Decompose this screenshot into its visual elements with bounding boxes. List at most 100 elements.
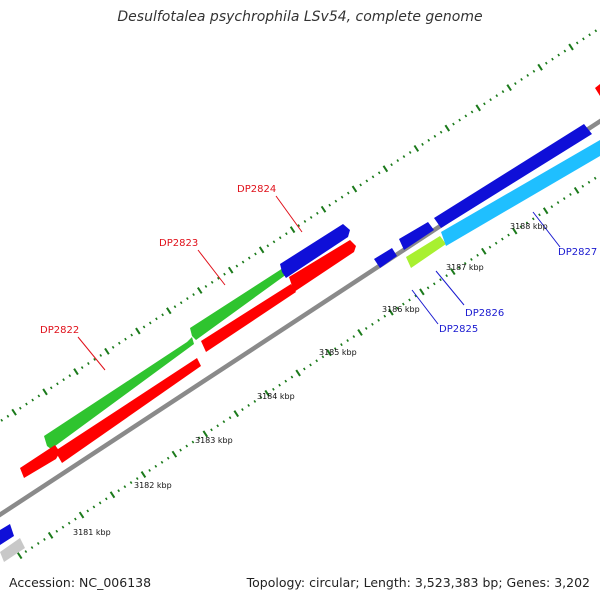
- gene-blue-edge[interactable]: [0, 524, 14, 545]
- inner-tick: [148, 468, 151, 472]
- outer-tick: [166, 307, 172, 315]
- gene-grey-edge[interactable]: [0, 538, 25, 562]
- inner-tick: [278, 383, 281, 387]
- outer-tick: [377, 171, 381, 175]
- inner-tick: [272, 387, 275, 391]
- leader-dp2822: [77, 336, 106, 371]
- inner-tick: [197, 436, 201, 440]
- gene-dp2824[interactable]: [280, 224, 350, 278]
- inner-tick: [395, 306, 399, 310]
- inner-tick: [470, 257, 473, 261]
- inner-tick: [135, 477, 139, 480]
- outer-tick: [316, 211, 319, 215]
- outer-tick: [501, 90, 505, 94]
- gene-red-4[interactable]: [289, 240, 356, 292]
- inner-tick: [408, 298, 411, 302]
- inner-tick: [511, 227, 518, 235]
- outer-tick: [130, 333, 134, 337]
- inner-tick: [593, 176, 597, 180]
- inner-tick: [463, 262, 467, 265]
- inner-tick: [61, 525, 65, 529]
- outer-tick: [575, 41, 579, 45]
- scale-label-3188: 3188 kbp: [510, 222, 548, 231]
- topology-text: Topology: circular; Length: 3,523,383 bp…: [246, 575, 590, 590]
- outer-tick: [266, 244, 270, 248]
- inner-tick: [92, 505, 96, 509]
- outer-tick: [142, 325, 146, 329]
- inner-tick: [538, 213, 541, 217]
- outer-tick: [68, 374, 72, 378]
- outer-tick: [285, 232, 288, 236]
- gene-dp2826[interactable]: [406, 236, 446, 268]
- inner-tick: [247, 404, 250, 407]
- outer-tick: [173, 305, 177, 309]
- outer-tick: [382, 165, 389, 173]
- inner-tick: [542, 207, 549, 215]
- inner-tick: [191, 440, 195, 444]
- gene-dp2825[interactable]: [399, 222, 434, 250]
- outer-tick: [526, 73, 530, 77]
- inner-tick: [284, 379, 288, 383]
- outer-tick: [470, 110, 474, 114]
- gene-red-1[interactable]: [20, 445, 60, 478]
- inner-tick: [179, 448, 182, 452]
- inner-tick: [587, 180, 591, 184]
- outer-tick: [544, 61, 548, 65]
- inner-tick: [30, 546, 34, 549]
- outer-tick: [62, 378, 65, 382]
- label-dp2827: DP2827: [558, 247, 597, 258]
- outer-tick: [254, 252, 257, 256]
- outer-tick: [192, 293, 195, 296]
- outer-tick: [532, 69, 536, 73]
- outer-tick: [421, 142, 424, 146]
- outer-tick: [135, 327, 141, 335]
- outer-tick: [371, 175, 375, 179]
- outer-tick: [365, 179, 369, 183]
- inner-tick: [321, 355, 325, 359]
- scale-label-3181: 3181 kbp: [73, 528, 111, 537]
- inner-tick: [78, 511, 85, 519]
- inner-tick: [556, 201, 560, 205]
- inner-tick: [525, 221, 529, 225]
- outer-tick: [278, 236, 282, 240]
- outer-tick: [483, 102, 486, 106]
- gene-red-edge[interactable]: [595, 84, 600, 96]
- outer-tick: [124, 337, 127, 341]
- outer-tick: [328, 203, 332, 207]
- outer-tick: [588, 33, 591, 37]
- gene-dp2822[interactable]: [44, 337, 194, 449]
- gene-dp2827[interactable]: [441, 140, 600, 246]
- outer-tick: [464, 114, 468, 118]
- inner-tick: [241, 408, 244, 411]
- outer-tick: [433, 134, 437, 138]
- gene-blue-small[interactable]: [374, 248, 397, 268]
- gene-red-3[interactable]: [201, 284, 296, 352]
- inner-tick: [253, 399, 257, 403]
- scale-label-3186: 3186 kbp: [382, 305, 420, 314]
- outer-tick: [148, 321, 152, 325]
- inner-tick: [140, 470, 147, 478]
- outer-tick: [258, 246, 265, 254]
- outer-tick: [104, 347, 110, 355]
- inner-tick: [129, 481, 133, 485]
- inner-tick: [202, 430, 209, 438]
- outer-tick: [0, 418, 4, 422]
- label-dp2826: DP2826: [465, 308, 504, 319]
- outer-tick: [506, 84, 512, 92]
- gene-red-2[interactable]: [55, 358, 201, 463]
- outer-tick: [351, 185, 358, 193]
- gene-dp2823[interactable]: [190, 266, 287, 340]
- inner-tick: [573, 186, 580, 194]
- inner-tick: [364, 326, 368, 330]
- outer-tick: [235, 264, 239, 268]
- scale-label-3187: 3187 kbp: [446, 263, 484, 272]
- outer-tick: [390, 163, 393, 167]
- inner-tick: [55, 529, 59, 533]
- gene-blue-long[interactable]: [434, 124, 592, 228]
- inner-tick: [333, 347, 337, 351]
- outer-tick: [272, 240, 276, 244]
- leader-dp2825: [411, 289, 439, 325]
- outer-tick: [31, 398, 35, 402]
- outer-tick: [475, 104, 481, 112]
